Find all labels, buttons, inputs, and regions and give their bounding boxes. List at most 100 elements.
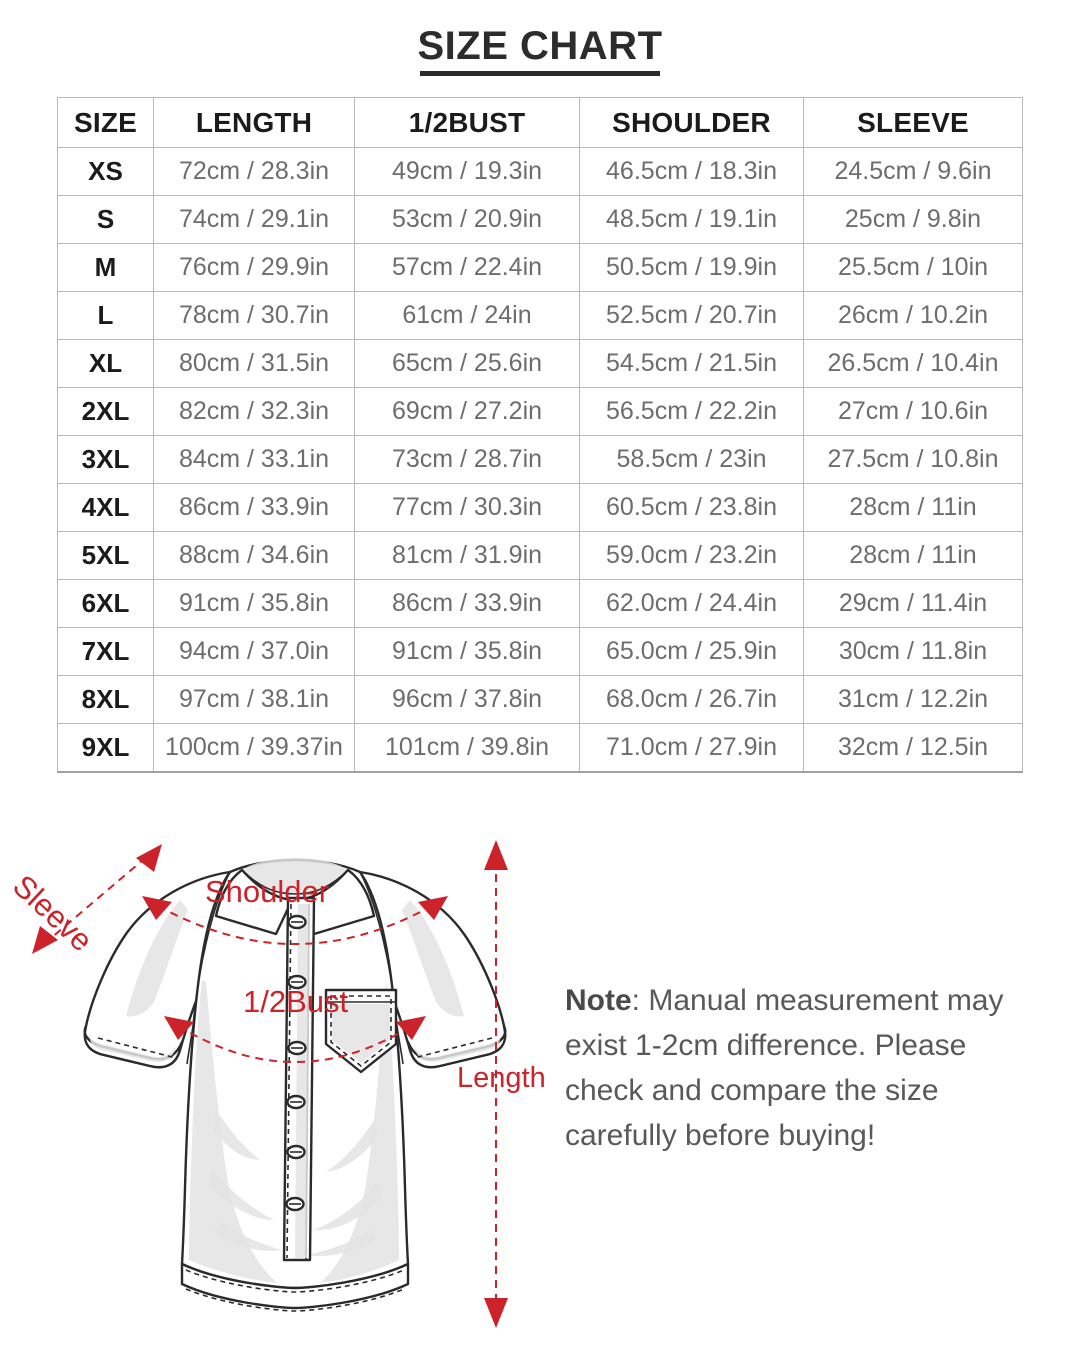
size-chart-table: SIZE LENGTH 1/2BUST SHOULDER SLEEVE XS 72… xyxy=(57,97,1023,773)
cell-bust: 81cm / 31.9in xyxy=(354,531,580,580)
cell-size: L xyxy=(57,291,154,340)
cell-sleeve: 27.5cm / 10.8in xyxy=(803,435,1023,484)
hem-stitch-lower xyxy=(185,1288,405,1312)
column-header-shoulder: SHOULDER xyxy=(579,97,804,148)
cell-sleeve: 26cm / 10.2in xyxy=(803,291,1023,340)
table-row: 5XL 88cm / 34.6in 81cm / 31.9in 59.0cm / 23… xyxy=(57,531,1023,580)
placket-shade xyxy=(295,904,310,1258)
button-3 xyxy=(287,1040,307,1056)
wrinkle-f xyxy=(308,1230,376,1256)
cell-bust: 57cm / 22.4in xyxy=(354,243,580,292)
cell-shoulder: 68.0cm / 26.7in xyxy=(579,675,804,724)
shoulder-arrow-right xyxy=(418,896,448,920)
page-title-wrapper: SIZE CHART xyxy=(0,24,1080,76)
shirt-illustration-svg: .outline { fill:#ffffff; stroke:#2b2b2b;… xyxy=(32,840,508,1328)
cell-bust: 49cm / 19.3in xyxy=(354,147,580,196)
cell-size: XL xyxy=(57,339,154,388)
cell-size: S xyxy=(57,195,154,244)
cell-shoulder: 52.5cm / 20.7in xyxy=(579,291,804,340)
wrinkle-c xyxy=(214,1222,282,1251)
button-group xyxy=(285,914,307,1212)
button-2 xyxy=(287,974,307,990)
cell-sleeve: 27cm / 10.6in xyxy=(803,387,1023,436)
left-cuff-stitch xyxy=(97,1037,177,1059)
cell-shoulder: 71.0cm / 27.9in xyxy=(579,723,804,773)
table-row: 7XL 94cm / 37.0in 91cm / 35.8in 65.0cm / 25… xyxy=(57,627,1023,676)
cell-bust: 73cm / 28.7in xyxy=(354,435,580,484)
note-prefix: Note xyxy=(565,984,632,1017)
cell-size: 6XL xyxy=(57,579,154,628)
cell-length: 76cm / 29.9in xyxy=(153,243,355,292)
cell-bust: 101cm / 39.8in xyxy=(354,723,580,773)
right-cuff-stitch xyxy=(413,1037,493,1059)
cell-length: 88cm / 34.6in xyxy=(153,531,355,580)
shirt-diagram: .outline { fill:#ffffff; stroke:#2b2b2b;… xyxy=(30,830,560,1340)
table-row: S 74cm / 29.1in 53cm / 20.9in 48.5cm / 19.1… xyxy=(57,195,1023,244)
left-armhole xyxy=(186,871,231,1065)
cell-length: 78cm / 30.7in xyxy=(153,291,355,340)
cell-sleeve: 28cm / 11in xyxy=(803,483,1023,532)
cell-length: 86cm / 33.9in xyxy=(153,483,355,532)
table-header-row: SIZE LENGTH 1/2BUST SHOULDER SLEEVE xyxy=(57,97,1023,148)
bust-arrow-right xyxy=(396,1016,426,1040)
hem-stitch xyxy=(185,1269,405,1293)
cell-bust: 61cm / 24in xyxy=(354,291,580,340)
cell-bust: 65cm / 25.6in xyxy=(354,339,580,388)
sleeve-arrow-bottom xyxy=(32,926,58,954)
cell-size: 9XL xyxy=(57,723,154,773)
cell-size: 3XL xyxy=(57,435,154,484)
cell-length: 94cm / 37.0in xyxy=(153,627,355,676)
cell-shoulder: 59.0cm / 23.2in xyxy=(579,531,804,580)
sleeve-shade-left xyxy=(126,900,188,1017)
column-header-bust: 1/2BUST xyxy=(354,97,580,148)
cell-shoulder: 60.5cm / 23.8in xyxy=(579,483,804,532)
cell-size: 4XL xyxy=(57,483,154,532)
wrinkle-e xyxy=(314,1182,382,1231)
cell-bust: 69cm / 27.2in xyxy=(354,387,580,436)
table-header: SIZE LENGTH 1/2BUST SHOULDER SLEEVE xyxy=(57,97,1023,148)
cell-bust: 86cm / 33.9in xyxy=(354,579,580,628)
pocket-stitch xyxy=(330,995,392,1068)
cell-size: 7XL xyxy=(57,627,154,676)
note-body: : Manual measurement may exist 1-2cm dif… xyxy=(565,984,1004,1152)
button-1 xyxy=(287,914,307,930)
cell-bust: 53cm / 20.9in xyxy=(354,195,580,244)
column-header-size: SIZE xyxy=(57,97,154,148)
table-row: 8XL 97cm / 38.1in 96cm / 37.8in 68.0cm / 26… xyxy=(57,675,1023,724)
cell-bust: 96cm / 37.8in xyxy=(354,675,580,724)
cell-size: M xyxy=(57,243,154,292)
collar-stand xyxy=(241,869,349,895)
column-header-length: LENGTH xyxy=(153,97,355,148)
shoulder-arrow-left xyxy=(142,896,172,920)
cell-shoulder: 65.0cm / 25.9in xyxy=(579,627,804,676)
cell-size: XS xyxy=(57,147,154,196)
column-header-sleeve: SLEEVE xyxy=(803,97,1023,148)
length-arrow-top xyxy=(484,840,508,870)
wrinkle-b xyxy=(208,1170,274,1220)
page-title: SIZE CHART xyxy=(417,24,663,68)
cell-sleeve: 32cm / 12.5in xyxy=(803,723,1023,773)
cell-sleeve: 29cm / 11.4in xyxy=(803,579,1023,628)
bust-arrow-left xyxy=(164,1016,194,1040)
left-cuff-shade xyxy=(89,1032,176,1062)
cell-shoulder: 48.5cm / 19.1in xyxy=(579,195,804,244)
right-cuff-shade xyxy=(414,1032,501,1062)
cell-length: 91cm / 35.8in xyxy=(153,579,355,628)
sleeve-measure-line xyxy=(43,853,151,945)
cell-shoulder: 54.5cm / 21.5in xyxy=(579,339,804,388)
cell-size: 5XL xyxy=(57,531,154,580)
cell-size: 2XL xyxy=(57,387,154,436)
button-5 xyxy=(286,1144,306,1160)
cell-bust: 77cm / 30.3in xyxy=(354,483,580,532)
cell-sleeve: 25cm / 9.8in xyxy=(803,195,1023,244)
collar-inner-shade xyxy=(242,858,348,894)
torso-shade-left xyxy=(189,980,278,1283)
button-6 xyxy=(285,1196,305,1212)
table-row: 6XL 91cm / 35.8in 86cm / 33.9in 62.0cm / 24… xyxy=(57,579,1023,628)
length-arrow-bottom xyxy=(484,1298,508,1328)
table-row: L 78cm / 30.7in 61cm / 24in 52.5cm / 20.7in… xyxy=(57,291,1023,340)
cell-shoulder: 46.5cm / 18.3in xyxy=(579,147,804,196)
cell-bust: 91cm / 35.8in xyxy=(354,627,580,676)
cell-sleeve: 28cm / 11in xyxy=(803,531,1023,580)
cell-shoulder: 58.5cm / 23in xyxy=(579,435,804,484)
